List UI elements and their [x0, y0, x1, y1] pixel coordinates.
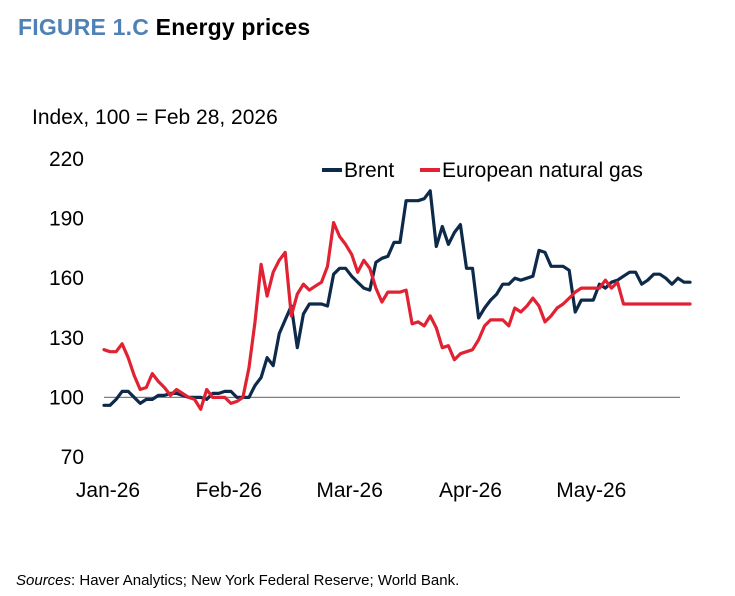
y-tick-label: 190	[49, 208, 84, 231]
y-tick-label: 160	[49, 267, 84, 290]
y-tick-label: 100	[49, 386, 84, 409]
x-tick-label: May-26	[556, 479, 626, 502]
figure-label: FIGURE 1.C	[18, 14, 150, 40]
sources-label: Sources	[16, 572, 72, 589]
y-axis-unit-note: Index, 100 = Feb 28, 2026	[32, 106, 278, 129]
y-tick-label: 70	[61, 446, 84, 469]
figure-title: FIGURE 1.C Energy prices	[18, 14, 310, 41]
y-tick-label: 130	[49, 327, 84, 350]
legend-label: European natural gas	[442, 159, 643, 182]
y-tick-label: 220	[49, 148, 84, 171]
x-tick-label: Jan-26	[76, 479, 140, 502]
series-layer	[102, 189, 692, 411]
series-line-brent	[102, 189, 692, 407]
y-axis-ticks: 70 100 130 160 190 220	[49, 148, 84, 469]
legend-label: Brent	[344, 159, 394, 182]
x-tick-label: Mar-26	[316, 479, 383, 502]
x-axis-ticks: Jan-26 Feb-26 Mar-26 Apr-26 May-26	[76, 479, 626, 502]
x-tick-label: Apr-26	[439, 479, 502, 502]
sources-note: Sources: Haver Analytics; New York Feder…	[16, 572, 459, 589]
x-tick-label: Feb-26	[196, 479, 263, 502]
energy-prices-chart: 70 100 130 160 190 220 Jan-26 Feb-26 Mar-26 Apr-…	[49, 148, 692, 502]
series-line-european-natural-gas	[102, 221, 692, 411]
sources-text: : Haver Analytics; New York Federal Rese…	[71, 572, 460, 589]
figure-name: Energy prices	[155, 14, 311, 40]
chart-legend: Brent European natural gas	[322, 159, 643, 182]
